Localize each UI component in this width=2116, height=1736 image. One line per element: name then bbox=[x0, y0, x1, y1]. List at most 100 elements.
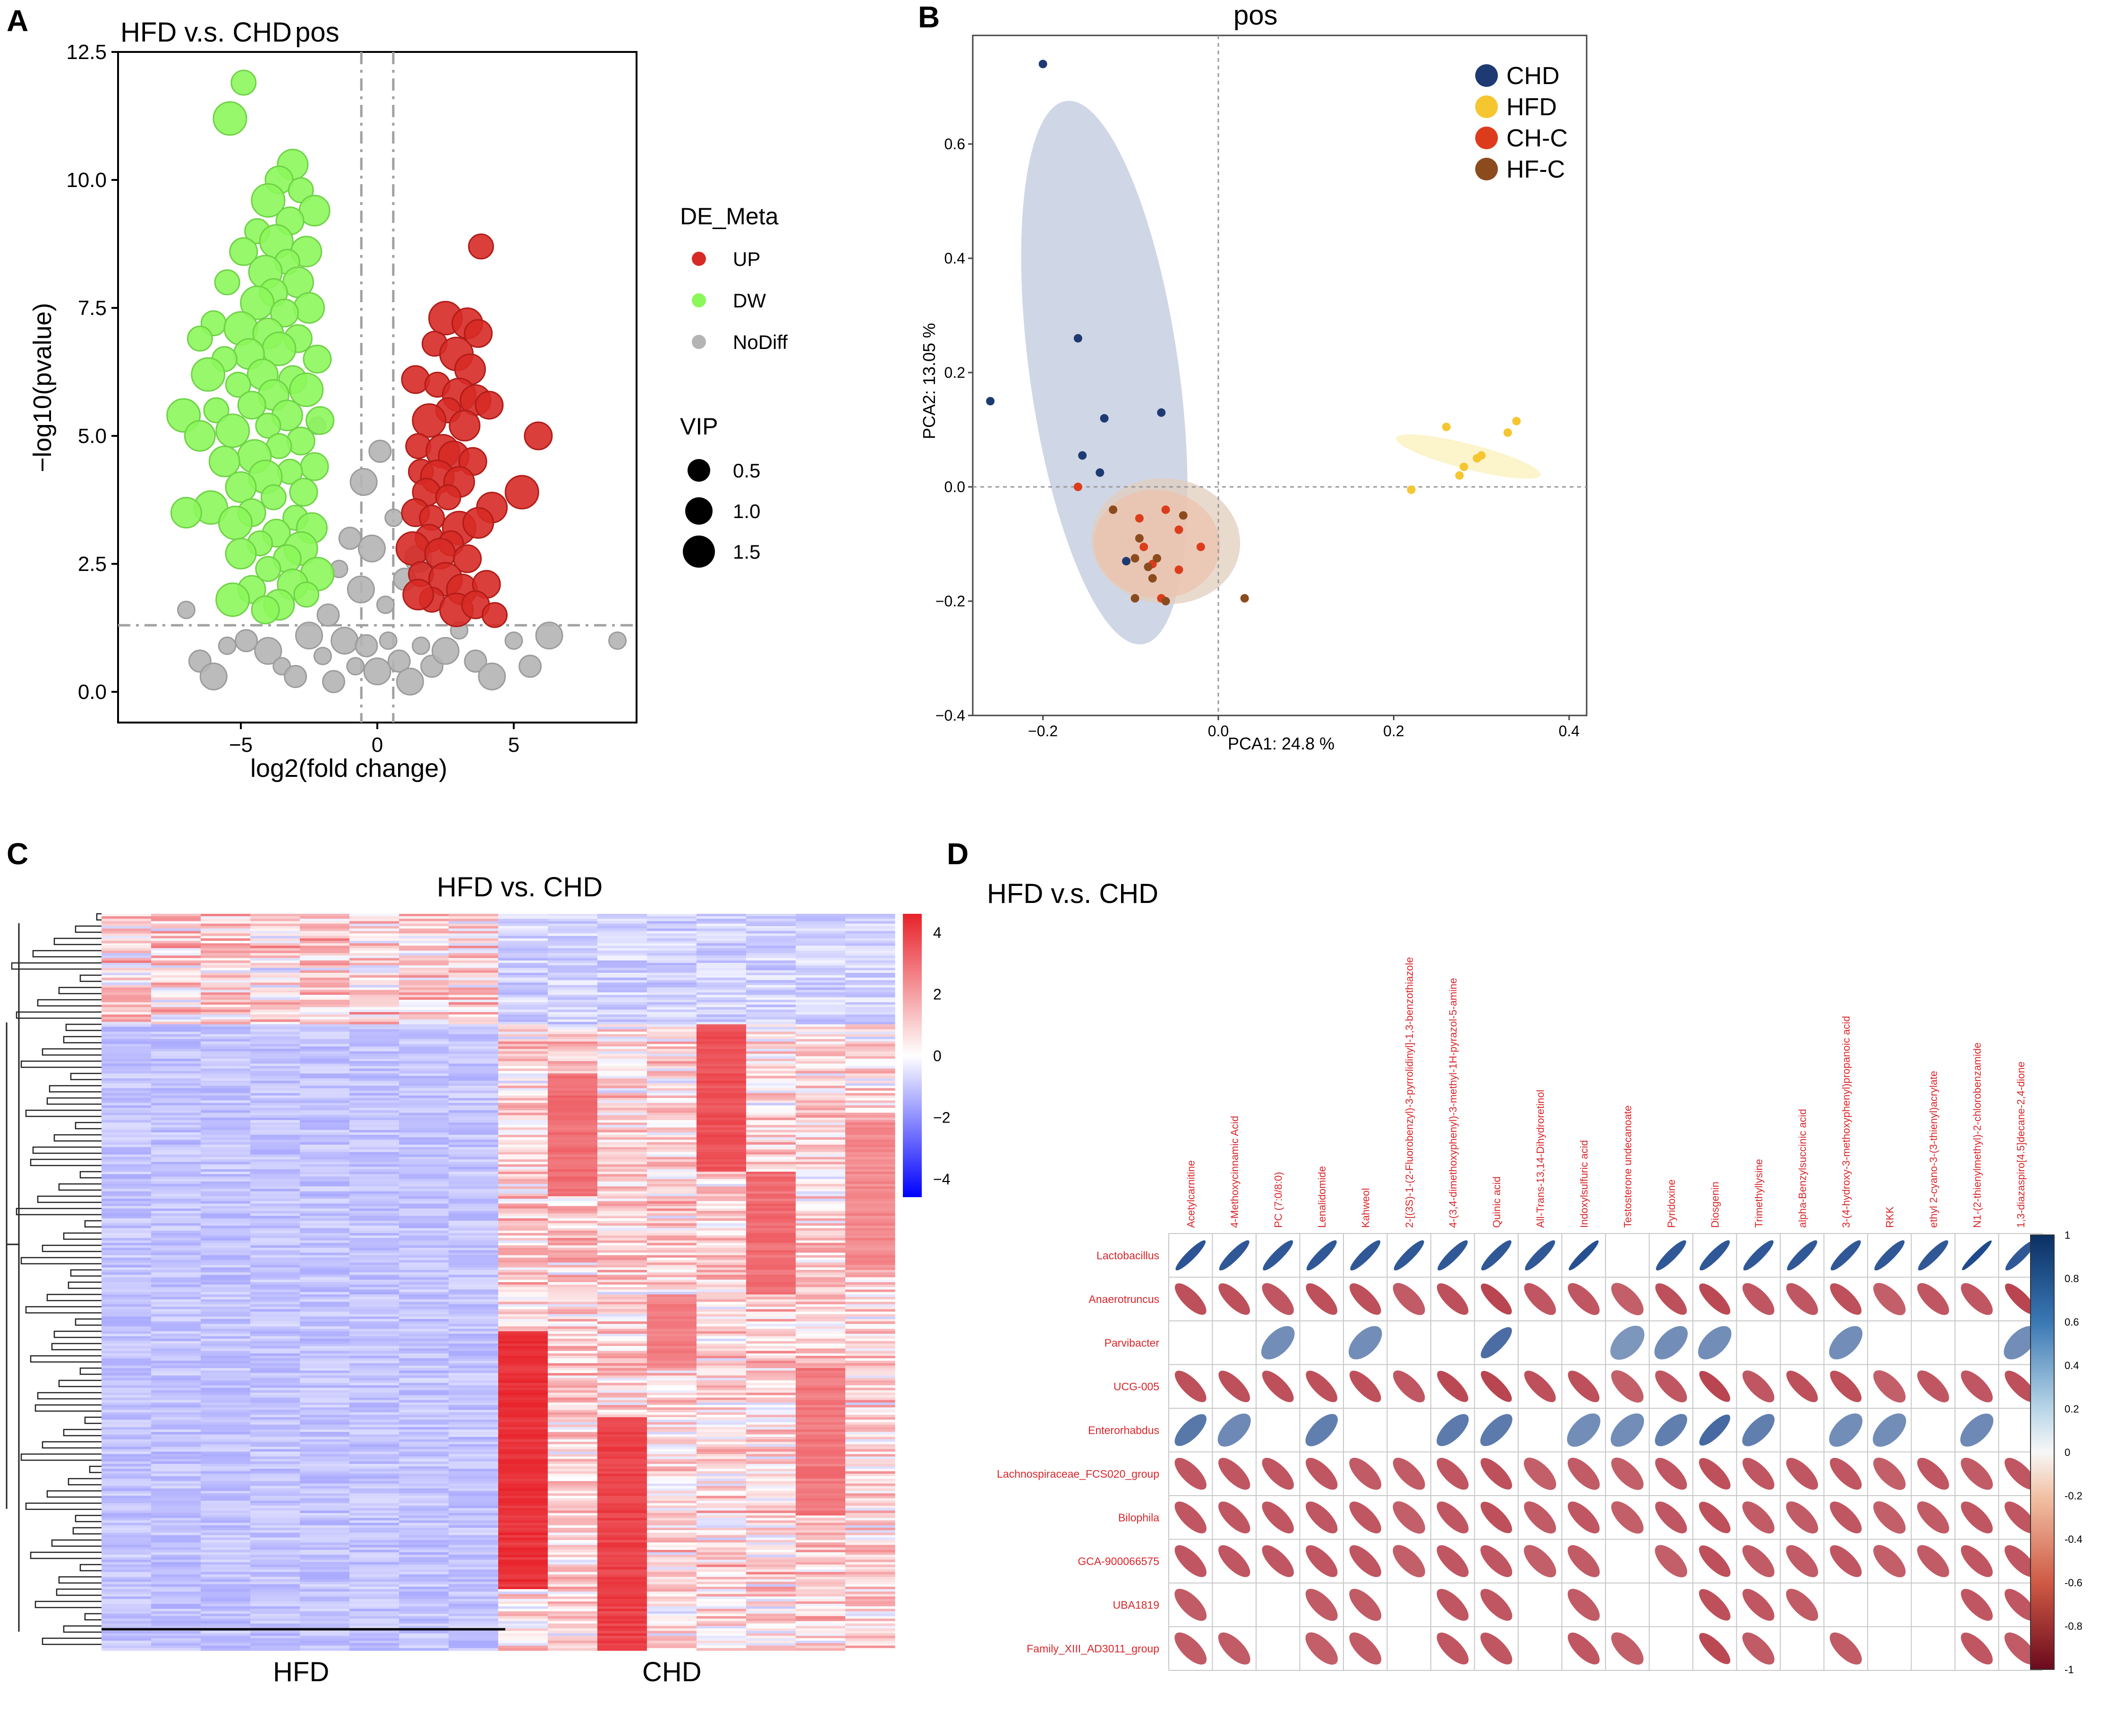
heatmap-cell bbox=[498, 1562, 548, 1565]
heatmap-cell bbox=[201, 933, 251, 936]
heatmap-cell bbox=[300, 1088, 350, 1091]
volcano-point-nodiff bbox=[295, 621, 323, 650]
heatmap-cell bbox=[697, 1078, 747, 1081]
heatmap-cell bbox=[349, 1193, 399, 1197]
heatmap-cell bbox=[201, 1179, 251, 1182]
heatmap-cell bbox=[548, 1289, 598, 1293]
heatmap-cell bbox=[102, 1351, 152, 1354]
heatmap-cell bbox=[201, 1562, 251, 1565]
heatmap-cell bbox=[498, 1130, 548, 1133]
heatmap-cell bbox=[597, 1073, 647, 1076]
heatmap-cell bbox=[697, 1140, 747, 1143]
heatmap-cell bbox=[548, 943, 598, 946]
pca-point-chd bbox=[986, 397, 995, 406]
heatmap-cell bbox=[449, 1123, 499, 1125]
heatmap-cell bbox=[300, 1611, 350, 1614]
heatmap-cell bbox=[349, 985, 399, 988]
heatmap-cell bbox=[399, 1115, 449, 1118]
heatmap-cell bbox=[449, 1275, 499, 1278]
heatmap-cell bbox=[697, 1545, 747, 1548]
heatmap-cell bbox=[746, 1191, 796, 1194]
heatmap-cell bbox=[201, 1331, 251, 1334]
heatmap-cell bbox=[201, 1469, 251, 1472]
heatmap-cell bbox=[300, 933, 350, 936]
heatmap-cell bbox=[151, 1117, 201, 1121]
heatmap-cell bbox=[349, 1223, 399, 1226]
volcano-point-dw bbox=[240, 285, 275, 320]
heatmap-cell bbox=[845, 1113, 895, 1115]
heatmap-cell bbox=[647, 1228, 697, 1231]
heatmap-cell bbox=[597, 1331, 647, 1334]
heatmap-cell bbox=[548, 1493, 598, 1496]
heatmap-cell bbox=[498, 1486, 548, 1489]
heatmap-cell bbox=[697, 1378, 747, 1381]
heatmap-cell bbox=[746, 1596, 796, 1600]
heatmap-cell bbox=[300, 1203, 350, 1207]
heatmap-cell bbox=[349, 1110, 399, 1113]
heatmap-cell bbox=[300, 1196, 350, 1199]
heatmap-cell bbox=[746, 1174, 796, 1177]
heatmap-cell bbox=[746, 1545, 796, 1548]
heatmap-cell bbox=[597, 1532, 647, 1536]
heatmap-cell bbox=[300, 992, 350, 996]
heatmap-cell bbox=[796, 1051, 846, 1054]
heatmap-cell bbox=[449, 1471, 499, 1474]
heatmap-cell bbox=[102, 1292, 152, 1295]
heatmap-cell bbox=[250, 1004, 300, 1008]
heatmap-cell bbox=[151, 926, 201, 929]
heatmap-cell bbox=[697, 1255, 747, 1258]
heatmap-cell bbox=[548, 1618, 598, 1622]
dendrogram-branch bbox=[30, 1551, 102, 1559]
heatmap-cell bbox=[151, 1471, 201, 1474]
heatmap-cell bbox=[845, 1100, 895, 1103]
heatmap-cell bbox=[399, 1498, 449, 1501]
heatmap-cell bbox=[498, 1098, 548, 1101]
heatmap-cell bbox=[845, 921, 895, 924]
heatmap-cell bbox=[647, 1216, 697, 1219]
heatmap-cell bbox=[647, 1491, 697, 1494]
heatmap-cell bbox=[449, 1107, 499, 1111]
heatmap-cell bbox=[449, 1316, 499, 1319]
heatmap-cell bbox=[349, 1395, 399, 1398]
heatmap-cell bbox=[498, 1395, 548, 1398]
heatmap-cell bbox=[845, 1117, 895, 1121]
heatmap-cell bbox=[845, 1321, 895, 1324]
heatmap-cell bbox=[597, 1221, 647, 1224]
heatmap-cell bbox=[399, 978, 449, 980]
heatmap-cell bbox=[498, 1586, 548, 1590]
heatmap-cell bbox=[201, 931, 251, 934]
heatmap-cell bbox=[845, 1572, 895, 1575]
heatmap-cell bbox=[597, 955, 647, 959]
heatmap-cell bbox=[300, 1221, 350, 1224]
heatmap-cell bbox=[102, 1503, 152, 1506]
heatmap-cell bbox=[746, 995, 796, 998]
heatmap-cell bbox=[399, 1594, 449, 1597]
heatmap-cell bbox=[102, 1589, 152, 1592]
heatmap-cell bbox=[796, 941, 846, 944]
heatmap-cell bbox=[449, 1017, 499, 1020]
heatmap-cell bbox=[250, 1594, 300, 1597]
heatmap-cell bbox=[250, 1002, 300, 1005]
dendrogram-branch bbox=[70, 1269, 102, 1277]
heatmap-cell bbox=[647, 1292, 697, 1295]
heatmap-cell bbox=[349, 1545, 399, 1548]
heatmap-cell bbox=[697, 1577, 747, 1580]
heatmap-cell bbox=[697, 1225, 747, 1229]
heatmap-cell bbox=[151, 916, 201, 919]
heatmap-cell bbox=[449, 1444, 499, 1447]
heatmap-cell bbox=[548, 1186, 598, 1189]
heatmap-cell bbox=[845, 1098, 895, 1101]
heatmap-cell bbox=[102, 1068, 152, 1072]
heatmap-cell bbox=[498, 1132, 548, 1135]
heatmap-cell bbox=[796, 1216, 846, 1219]
heatmap-cell bbox=[151, 945, 201, 949]
heatmap-cell bbox=[349, 941, 399, 944]
heatmap-cell bbox=[746, 1363, 796, 1366]
heatmap-cell bbox=[597, 1311, 647, 1315]
heatmap-cell bbox=[201, 1152, 251, 1155]
heatmap-cell bbox=[399, 1309, 449, 1312]
heatmap-cell bbox=[597, 1014, 647, 1017]
heatmap-cell bbox=[300, 1555, 350, 1557]
heatmap-cell bbox=[498, 931, 548, 934]
heatmap-cell bbox=[647, 1199, 697, 1201]
